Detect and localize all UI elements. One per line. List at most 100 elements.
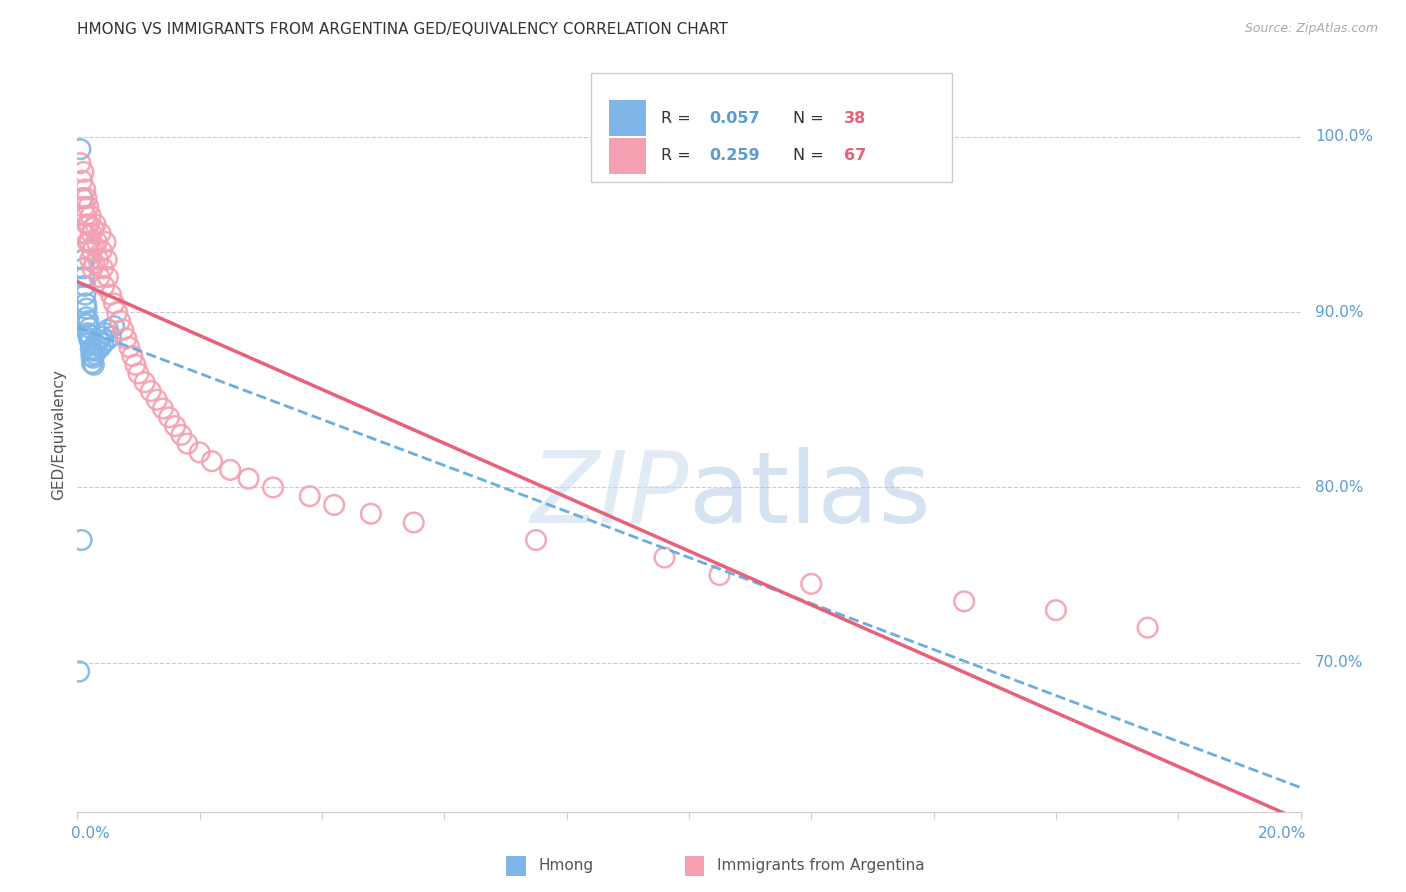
- Point: [100, 287, 122, 301]
- Point: [75, 287, 97, 301]
- Text: Source: ZipAtlas.com: Source: ZipAtlas.com: [1244, 22, 1378, 36]
- Point: [83, 256, 105, 270]
- Point: [170, 428, 193, 442]
- Point: [90, 340, 112, 354]
- Point: [124, 358, 146, 372]
- Point: [97, 323, 120, 337]
- Text: Immigrants from Argentina: Immigrants from Argentina: [717, 858, 925, 872]
- Text: 90.0%: 90.0%: [1315, 305, 1364, 319]
- Point: [80, 349, 103, 363]
- Text: HMONG VS IMMIGRANTS FROM ARGENTINA GED/EQUIVALENCY CORRELATION CHART: HMONG VS IMMIGRANTS FROM ARGENTINA GED/E…: [77, 22, 728, 37]
- Point: [82, 261, 104, 276]
- Point: [76, 310, 98, 325]
- Point: [94, 326, 117, 341]
- Point: [75, 296, 97, 310]
- Point: [76, 235, 98, 249]
- Text: N =: N =: [793, 111, 824, 126]
- Point: [146, 392, 169, 407]
- Point: [105, 305, 128, 319]
- Point: [82, 221, 104, 235]
- Text: 67: 67: [844, 148, 866, 163]
- Point: [77, 218, 100, 232]
- Point: [91, 261, 114, 276]
- Point: [139, 384, 162, 398]
- Point: [72, 191, 94, 205]
- Point: [73, 270, 96, 285]
- Text: 0.0%: 0.0%: [72, 826, 110, 841]
- Point: [82, 351, 104, 365]
- Text: 70.0%: 70.0%: [1315, 656, 1364, 670]
- FancyBboxPatch shape: [609, 138, 647, 174]
- Text: 20.0%: 20.0%: [1258, 826, 1306, 841]
- Text: 38: 38: [844, 111, 866, 126]
- Point: [360, 507, 382, 521]
- Point: [103, 296, 125, 310]
- Point: [70, 191, 93, 205]
- Point: [83, 347, 105, 361]
- Point: [72, 165, 94, 179]
- Point: [93, 278, 115, 293]
- Point: [72, 227, 94, 241]
- Text: ZIP: ZIP: [530, 447, 689, 543]
- Point: [94, 235, 117, 249]
- Point: [80, 342, 103, 356]
- Point: [87, 252, 110, 267]
- Point: [79, 252, 101, 267]
- Point: [67, 665, 90, 679]
- Point: [97, 270, 120, 285]
- Text: 0.259: 0.259: [710, 148, 761, 163]
- Point: [402, 516, 425, 530]
- Point: [108, 314, 131, 328]
- Point: [1136, 621, 1159, 635]
- Point: [76, 191, 98, 205]
- Point: [262, 480, 284, 494]
- Point: [654, 550, 676, 565]
- Point: [80, 227, 103, 241]
- Point: [176, 436, 198, 450]
- Point: [115, 331, 138, 345]
- Point: [79, 327, 101, 342]
- Point: [298, 489, 321, 503]
- Y-axis label: GED/Equivalency: GED/Equivalency: [51, 369, 66, 500]
- Point: [87, 333, 110, 347]
- Point: [70, 533, 93, 547]
- Point: [90, 227, 112, 241]
- FancyBboxPatch shape: [609, 100, 647, 136]
- Point: [77, 331, 100, 345]
- Point: [79, 334, 101, 349]
- Point: [83, 238, 105, 252]
- Point: [219, 463, 242, 477]
- Point: [96, 252, 118, 267]
- Point: [152, 401, 174, 416]
- Text: Hmong: Hmong: [538, 858, 593, 872]
- Point: [134, 376, 156, 390]
- Text: N =: N =: [793, 148, 824, 163]
- Point: [72, 261, 94, 276]
- Point: [201, 454, 224, 468]
- Point: [188, 445, 211, 459]
- Point: [75, 209, 97, 223]
- Point: [100, 329, 122, 343]
- Point: [524, 533, 547, 547]
- Point: [72, 252, 94, 267]
- Point: [76, 326, 98, 341]
- Point: [77, 200, 100, 214]
- Point: [157, 410, 180, 425]
- Point: [86, 343, 108, 358]
- Point: [76, 301, 98, 316]
- Point: [953, 594, 976, 608]
- Point: [112, 323, 135, 337]
- Point: [90, 329, 112, 343]
- Point: [75, 182, 97, 196]
- Point: [91, 336, 114, 351]
- Text: 0.057: 0.057: [710, 111, 761, 126]
- Point: [80, 244, 103, 258]
- Point: [80, 356, 103, 370]
- Point: [90, 244, 112, 258]
- Point: [121, 349, 143, 363]
- Point: [80, 209, 103, 223]
- Point: [73, 278, 96, 293]
- Point: [76, 318, 98, 332]
- Point: [83, 358, 105, 372]
- Point: [323, 498, 346, 512]
